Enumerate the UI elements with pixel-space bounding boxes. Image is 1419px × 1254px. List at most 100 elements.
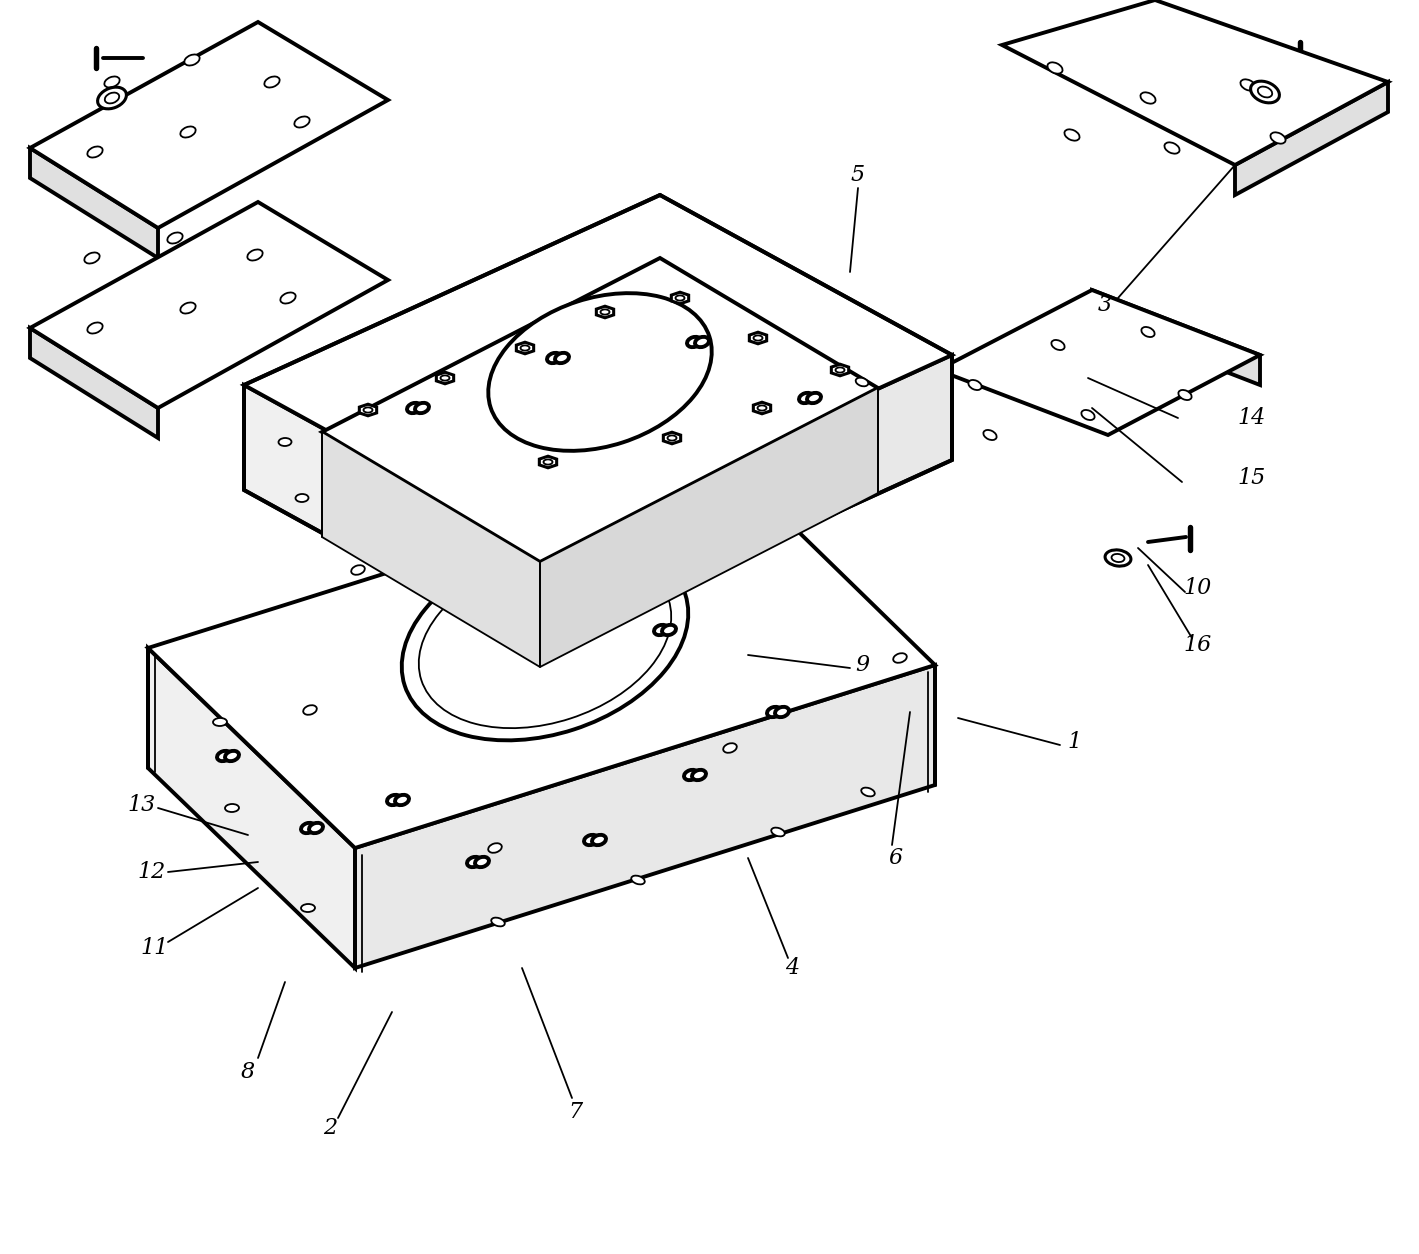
- Ellipse shape: [548, 352, 561, 364]
- Ellipse shape: [213, 719, 227, 726]
- Ellipse shape: [414, 403, 429, 413]
- Ellipse shape: [88, 322, 102, 334]
- Polygon shape: [322, 258, 878, 562]
- Ellipse shape: [861, 788, 874, 796]
- Polygon shape: [749, 332, 766, 344]
- Ellipse shape: [84, 252, 99, 263]
- Polygon shape: [663, 433, 681, 444]
- Polygon shape: [436, 372, 454, 384]
- Polygon shape: [517, 342, 534, 354]
- Ellipse shape: [394, 795, 409, 805]
- Text: 2: 2: [324, 1117, 338, 1139]
- Polygon shape: [541, 387, 878, 667]
- Text: 12: 12: [138, 861, 166, 883]
- Text: 7: 7: [568, 1101, 582, 1124]
- Polygon shape: [244, 385, 535, 650]
- Ellipse shape: [180, 302, 196, 314]
- Ellipse shape: [692, 770, 707, 780]
- Ellipse shape: [1081, 410, 1094, 420]
- Polygon shape: [30, 329, 158, 438]
- Ellipse shape: [772, 828, 785, 836]
- Polygon shape: [244, 196, 952, 545]
- Ellipse shape: [1270, 133, 1286, 144]
- Ellipse shape: [350, 566, 365, 574]
- Ellipse shape: [180, 127, 196, 138]
- Ellipse shape: [684, 770, 698, 780]
- Ellipse shape: [264, 76, 280, 88]
- Ellipse shape: [309, 823, 324, 833]
- Text: 4: 4: [785, 957, 799, 979]
- Ellipse shape: [217, 751, 231, 761]
- Ellipse shape: [552, 574, 565, 582]
- Ellipse shape: [281, 292, 295, 303]
- Ellipse shape: [687, 337, 701, 347]
- Polygon shape: [671, 292, 688, 303]
- Polygon shape: [30, 23, 387, 228]
- Text: 13: 13: [128, 794, 156, 816]
- Ellipse shape: [105, 76, 119, 88]
- Polygon shape: [1235, 82, 1388, 196]
- Ellipse shape: [226, 804, 238, 813]
- Ellipse shape: [301, 904, 315, 912]
- Polygon shape: [539, 456, 556, 468]
- Ellipse shape: [631, 875, 644, 884]
- Ellipse shape: [1051, 340, 1064, 350]
- Polygon shape: [148, 648, 355, 968]
- Ellipse shape: [407, 403, 421, 413]
- Text: 15: 15: [1237, 466, 1266, 489]
- Ellipse shape: [1064, 129, 1080, 140]
- Polygon shape: [832, 364, 849, 376]
- Ellipse shape: [475, 856, 490, 868]
- Ellipse shape: [184, 54, 200, 65]
- Ellipse shape: [661, 524, 674, 532]
- Ellipse shape: [592, 835, 606, 845]
- Ellipse shape: [807, 393, 822, 403]
- Ellipse shape: [467, 856, 481, 868]
- Text: 14: 14: [1237, 408, 1266, 429]
- Polygon shape: [355, 665, 935, 968]
- Text: 1: 1: [1069, 731, 1083, 752]
- Text: 16: 16: [1183, 635, 1212, 656]
- Ellipse shape: [968, 380, 982, 390]
- Ellipse shape: [98, 88, 126, 109]
- Ellipse shape: [294, 117, 309, 128]
- Text: 8: 8: [241, 1061, 255, 1083]
- Polygon shape: [938, 290, 1260, 435]
- Ellipse shape: [775, 707, 789, 717]
- Ellipse shape: [402, 539, 688, 740]
- Ellipse shape: [304, 705, 316, 715]
- Ellipse shape: [88, 147, 102, 158]
- Polygon shape: [148, 465, 935, 848]
- Polygon shape: [535, 355, 952, 650]
- Text: 11: 11: [140, 937, 169, 959]
- Ellipse shape: [105, 93, 119, 103]
- Ellipse shape: [1257, 87, 1273, 98]
- Ellipse shape: [362, 548, 375, 556]
- Ellipse shape: [893, 653, 907, 663]
- Polygon shape: [1002, 0, 1388, 166]
- Ellipse shape: [278, 438, 291, 446]
- Ellipse shape: [1141, 327, 1155, 337]
- Polygon shape: [359, 404, 376, 416]
- Polygon shape: [1093, 290, 1260, 385]
- Polygon shape: [30, 202, 387, 408]
- Ellipse shape: [1141, 93, 1155, 104]
- Ellipse shape: [695, 337, 710, 347]
- Ellipse shape: [983, 430, 996, 440]
- Ellipse shape: [1111, 554, 1124, 562]
- Text: 5: 5: [851, 164, 866, 186]
- Ellipse shape: [1240, 79, 1256, 90]
- Polygon shape: [322, 431, 541, 667]
- Text: 6: 6: [888, 846, 902, 869]
- Ellipse shape: [488, 293, 712, 451]
- Text: 9: 9: [854, 655, 868, 676]
- Ellipse shape: [585, 835, 597, 845]
- Ellipse shape: [734, 527, 746, 537]
- Ellipse shape: [226, 751, 238, 761]
- Ellipse shape: [555, 352, 569, 364]
- Ellipse shape: [548, 505, 562, 515]
- Ellipse shape: [387, 795, 402, 805]
- Ellipse shape: [301, 823, 315, 833]
- Polygon shape: [753, 403, 771, 414]
- Ellipse shape: [768, 707, 780, 717]
